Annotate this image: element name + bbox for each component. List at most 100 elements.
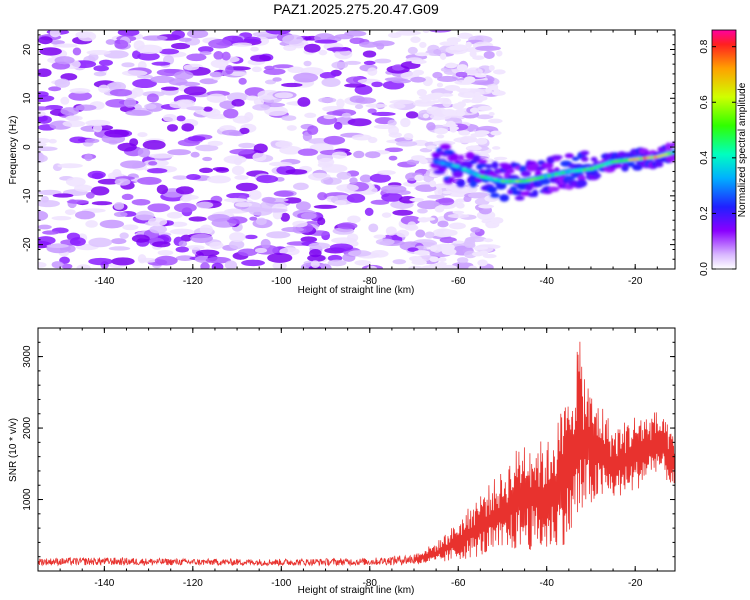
- heatmap-noise-blob: [122, 224, 139, 231]
- heatmap-signal-ridge: [430, 142, 675, 202]
- heatmap-noise-blob: [60, 96, 70, 105]
- heatmap-noise-blob: [65, 115, 83, 121]
- heatmap-noise-blob: [195, 249, 220, 257]
- heatmap-noise-blob: [131, 234, 150, 243]
- heatmap-noise-blob: [334, 49, 353, 60]
- heatmap-noise-blob: [251, 66, 262, 73]
- heatmap-signal-cell: [499, 194, 510, 202]
- heatmap-noise-blob: [344, 60, 362, 65]
- heatmap-noise-blob: [226, 216, 248, 224]
- heatmap-noise-blob: [300, 212, 317, 220]
- heatmap-noise-blob: [482, 254, 497, 259]
- heatmap-noise-blob: [252, 152, 267, 162]
- heatmap-signal-cell: [571, 156, 580, 162]
- tick-label: -140: [94, 276, 114, 287]
- heatmap-noise-blob: [200, 262, 210, 269]
- heatmap-noise-blob: [105, 39, 116, 45]
- heatmap-noise-blob: [426, 145, 438, 150]
- heatmap-noise-blob: [121, 70, 148, 77]
- heatmap-noise-blob: [373, 124, 397, 129]
- heatmap-noise-blob: [51, 215, 72, 221]
- heatmap-noise-blob: [490, 130, 502, 136]
- heatmap-noise-blob: [410, 76, 426, 83]
- heatmap-noise-blob: [412, 100, 435, 107]
- heatmap-noise-blob: [347, 215, 361, 224]
- heatmap-noise-blob: [409, 197, 424, 202]
- heatmap-noise-blob: [304, 112, 317, 118]
- heatmap-noise-blob: [87, 170, 106, 179]
- heatmap-noise-blob: [160, 86, 180, 91]
- heatmap-noise-blob: [442, 243, 455, 251]
- heatmap-signal-cell: [654, 162, 664, 168]
- heatmap-noise-blob: [196, 201, 214, 209]
- heatmap-noise-blob: [137, 132, 148, 138]
- heatmap-noise-blob: [426, 106, 442, 115]
- heatmap-noise-blob: [241, 259, 265, 267]
- heatmap-noise-blob: [114, 39, 129, 49]
- heatmap-noise-blob: [432, 71, 443, 79]
- heatmap-signal-cell: [485, 163, 493, 169]
- heatmap-y-label: Frequency (Hz): [8, 116, 19, 185]
- heatmap-noise-blob: [331, 61, 349, 69]
- heatmap-noise-blob: [385, 226, 397, 236]
- heatmap-noise-blob: [285, 169, 308, 175]
- heatmap-noise-blob: [154, 255, 178, 266]
- heatmap-noise-blob: [38, 224, 52, 230]
- heatmap-noise-blob: [229, 239, 245, 250]
- heatmap-noise-blob: [391, 79, 412, 84]
- heatmap-noise-blob: [321, 77, 341, 88]
- tick-label: -120: [183, 578, 203, 589]
- heatmap-noise-blob: [170, 221, 188, 227]
- heatmap-noise-blob: [292, 220, 308, 228]
- heatmap-noise-blob: [173, 202, 197, 213]
- heatmap-signal-cell: [665, 142, 672, 151]
- heatmap-noise-blob: [147, 203, 171, 213]
- heatmap-noise-blob: [374, 58, 392, 64]
- heatmap-noise-blob: [445, 120, 456, 128]
- heatmap-noise-blob: [62, 120, 86, 128]
- heatmap-noise-blob: [272, 77, 282, 82]
- heatmap-noise-blob: [414, 52, 430, 57]
- heatmap-noise-blob: [422, 30, 430, 34]
- heatmap-signal-cell: [491, 161, 499, 169]
- heatmap-noise-blob: [392, 209, 414, 216]
- heatmap-noise-blob: [283, 44, 297, 51]
- heatmap-noise-blob: [125, 109, 152, 116]
- heatmap-noise-blob: [398, 196, 417, 204]
- tick-label: 20: [22, 44, 33, 56]
- heatmap-noise-blob: [166, 124, 178, 132]
- snr-x-label: Height of straight line (km): [298, 585, 415, 596]
- heatmap-noise-blob: [175, 186, 194, 195]
- heatmap-noise-blob: [359, 174, 372, 183]
- heatmap-noise-blob: [113, 211, 128, 217]
- heatmap-noise-blob: [475, 45, 501, 51]
- heatmap-noise-blob: [254, 247, 268, 254]
- tick-label: 2000: [22, 416, 33, 439]
- heatmap-noise-blob: [395, 30, 422, 36]
- heatmap-noise-blob: [282, 34, 304, 45]
- heatmap-signal-cell: [532, 189, 539, 198]
- heatmap-noise-blob: [171, 42, 191, 50]
- heatmap-noise-blob: [437, 75, 458, 82]
- colorbar-label: Normalized spectral amplitude: [737, 82, 748, 217]
- heatmap-noise-blob: [348, 250, 372, 257]
- heatmap-noise-blob: [456, 64, 468, 71]
- heatmap-noise-blob: [105, 98, 130, 108]
- heatmap-noise-blob: [455, 198, 467, 203]
- heatmap-signal-cell: [509, 186, 518, 191]
- heatmap-signal-cell: [518, 179, 524, 183]
- heatmap-noise-blob: [368, 223, 379, 233]
- heatmap-noise-blob: [38, 146, 58, 151]
- colorbar: 0.0 0.2 0.4 0.6 0.8 Normalized spectral ampl…: [699, 29, 748, 276]
- heatmap-noise-blob: [64, 209, 76, 215]
- heatmap-noise-blob: [111, 238, 127, 245]
- heatmap-noise-blob: [199, 167, 213, 174]
- heatmap-noise-blob: [121, 62, 135, 68]
- heatmap-noise-blob: [90, 186, 110, 196]
- heatmap-noise-blob: [77, 31, 97, 42]
- heatmap-noise-blob: [38, 94, 55, 102]
- heatmap-noise-blob: [355, 97, 377, 104]
- heatmap-noise-blob: [104, 129, 130, 138]
- heatmap-noise-blob: [238, 142, 256, 149]
- heatmap-noise-blob: [448, 222, 466, 230]
